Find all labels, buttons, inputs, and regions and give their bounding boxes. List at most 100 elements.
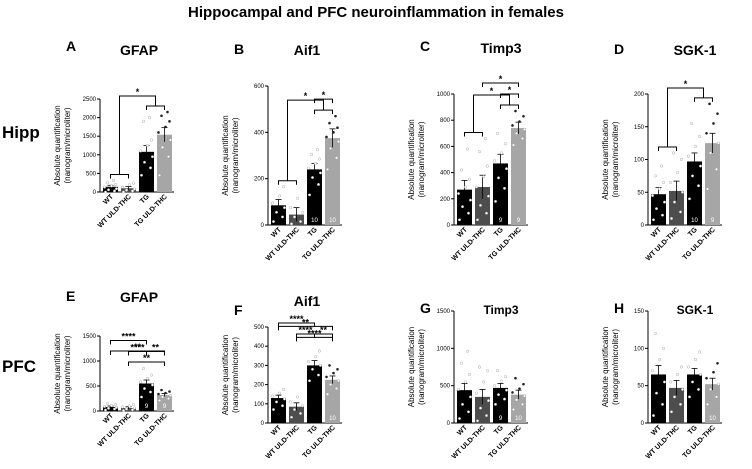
significance-bracket bbox=[658, 87, 704, 151]
data-point bbox=[691, 174, 694, 178]
data-point bbox=[122, 409, 125, 412]
bar bbox=[705, 143, 720, 225]
data-point bbox=[655, 207, 658, 211]
data-point bbox=[106, 402, 109, 405]
data-point bbox=[272, 408, 275, 412]
bar bbox=[457, 390, 472, 423]
data-point bbox=[151, 383, 154, 387]
bar bbox=[493, 387, 508, 423]
significance-label: ** bbox=[143, 353, 151, 363]
bar bbox=[493, 163, 508, 225]
data-point bbox=[690, 122, 693, 125]
panel-letter: A bbox=[66, 38, 76, 54]
data-point bbox=[493, 159, 496, 163]
panel-title: SGK-1 bbox=[674, 42, 717, 58]
y-axis-label: Absolute quantification bbox=[601, 327, 610, 408]
category-label: TG ULD-THC bbox=[302, 226, 337, 261]
significance-label: * bbox=[304, 91, 308, 101]
category-label: WT bbox=[456, 424, 469, 437]
data-point bbox=[148, 116, 151, 120]
category-label: TG bbox=[307, 424, 319, 436]
data-point bbox=[660, 164, 663, 168]
data-point bbox=[150, 138, 153, 142]
significance-label: * bbox=[136, 87, 140, 97]
data-point bbox=[458, 417, 461, 420]
data-point bbox=[485, 211, 488, 215]
data-point bbox=[271, 201, 274, 205]
bar bbox=[289, 406, 304, 423]
data-point bbox=[469, 395, 472, 399]
y-tick-label: 150 bbox=[634, 309, 645, 315]
data-point bbox=[484, 137, 487, 140]
data-point bbox=[161, 395, 164, 399]
data-point bbox=[680, 158, 683, 161]
data-point bbox=[293, 215, 296, 219]
category-label: TG ULD-THC bbox=[682, 424, 717, 459]
significance-bracket bbox=[464, 94, 510, 137]
bar bbox=[307, 169, 322, 225]
significance-label: **** bbox=[298, 325, 313, 335]
significance-bracket bbox=[146, 105, 165, 111]
data-point bbox=[662, 346, 665, 350]
data-point bbox=[114, 183, 117, 187]
data-point bbox=[717, 382, 720, 386]
figure-title: Hippocampal and PFC neuroinflammation in… bbox=[188, 4, 564, 21]
data-point bbox=[142, 119, 145, 123]
significance-label: * bbox=[322, 90, 326, 100]
bar bbox=[511, 394, 526, 423]
data-point bbox=[296, 395, 299, 399]
data-point bbox=[128, 404, 131, 408]
data-point bbox=[142, 367, 145, 370]
y-tick-label: 600 bbox=[254, 84, 265, 90]
data-point bbox=[150, 373, 153, 377]
significance-bracket bbox=[128, 361, 165, 366]
data-point bbox=[121, 185, 124, 189]
data-point bbox=[167, 397, 170, 400]
data-point bbox=[479, 203, 482, 207]
data-point bbox=[478, 150, 481, 154]
data-point bbox=[103, 405, 106, 408]
data-point bbox=[325, 375, 328, 379]
data-point bbox=[652, 218, 655, 222]
data-point bbox=[673, 395, 676, 399]
significance-label: **** bbox=[307, 328, 322, 338]
y-axis-label: Absolute quantification bbox=[407, 119, 416, 200]
row-label-hipp: Hipp bbox=[2, 123, 40, 142]
data-point bbox=[328, 364, 331, 367]
data-point bbox=[709, 151, 712, 155]
significance-bracket bbox=[314, 98, 333, 104]
bar bbox=[307, 365, 322, 423]
data-point bbox=[716, 361, 719, 365]
data-point bbox=[317, 183, 320, 186]
n-label: 10 bbox=[329, 416, 336, 422]
significance-bracket bbox=[278, 99, 324, 185]
data-point bbox=[121, 405, 124, 409]
data-point bbox=[716, 112, 719, 115]
data-point bbox=[115, 187, 118, 191]
y-tick-label: 200 bbox=[440, 197, 451, 203]
data-point bbox=[301, 210, 304, 214]
data-point bbox=[670, 216, 673, 220]
category-label: WT ULD-THC bbox=[645, 226, 681, 262]
data-point bbox=[337, 379, 340, 383]
data-point bbox=[654, 174, 657, 178]
y-axis-label: Absolute quantification bbox=[601, 119, 610, 200]
significance-label: * bbox=[490, 86, 494, 96]
category-label: TG ULD-THC bbox=[488, 424, 523, 459]
panel-h: H SGK-1 Absolute quantification (nanogram/m… bbox=[601, 300, 722, 460]
data-point bbox=[497, 393, 500, 397]
category-label: WT bbox=[650, 226, 663, 239]
significance-label: ** bbox=[134, 342, 142, 352]
data-point bbox=[487, 399, 490, 403]
row-label-pfc: PFC bbox=[2, 357, 36, 376]
data-point bbox=[679, 210, 682, 214]
data-point bbox=[705, 132, 708, 135]
y-tick-label: 1500 bbox=[437, 309, 451, 315]
bar bbox=[325, 379, 340, 423]
data-point bbox=[336, 367, 339, 371]
data-point bbox=[326, 392, 329, 396]
y-tick-label: 100 bbox=[634, 346, 645, 352]
bar bbox=[651, 194, 666, 225]
y-axis-label: (nanogram/microliter) bbox=[417, 121, 426, 197]
